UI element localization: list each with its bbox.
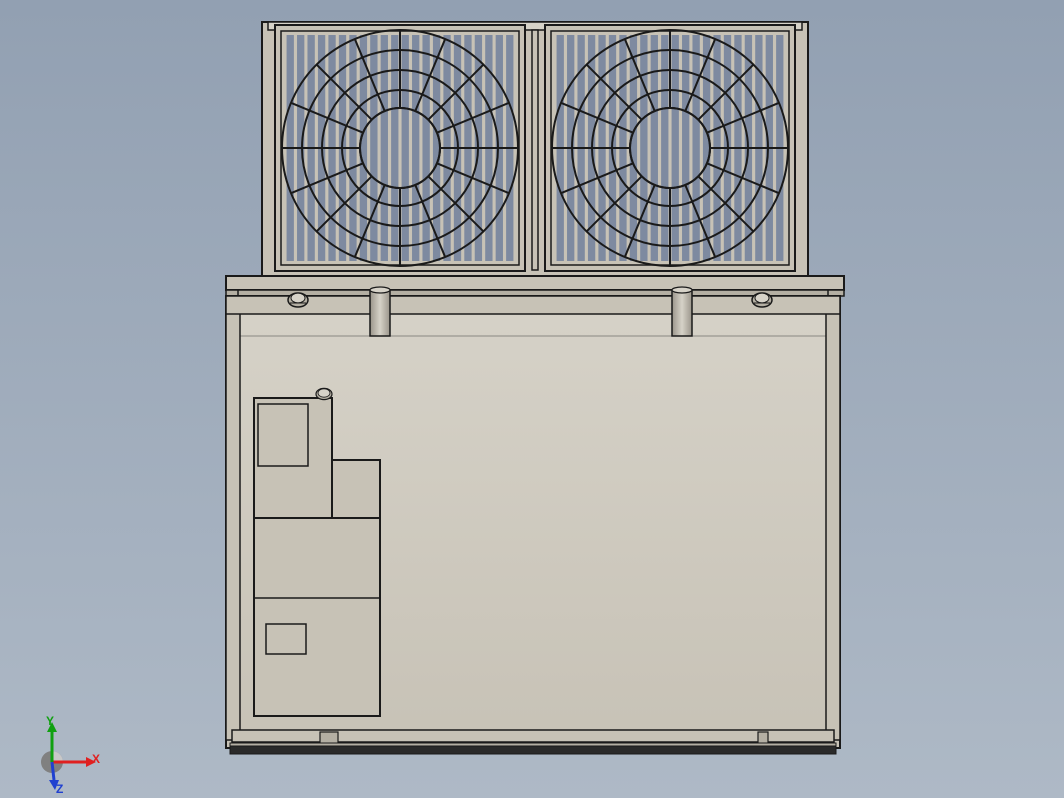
axis-z-label: Z	[56, 782, 63, 796]
axis-y-label: Y	[46, 714, 54, 728]
view-triad[interactable]: X Y Z	[26, 718, 106, 798]
axis-x-label: X	[92, 752, 100, 766]
model-render	[0, 0, 1064, 798]
cad-viewport[interactable]: X Y Z	[0, 0, 1064, 798]
